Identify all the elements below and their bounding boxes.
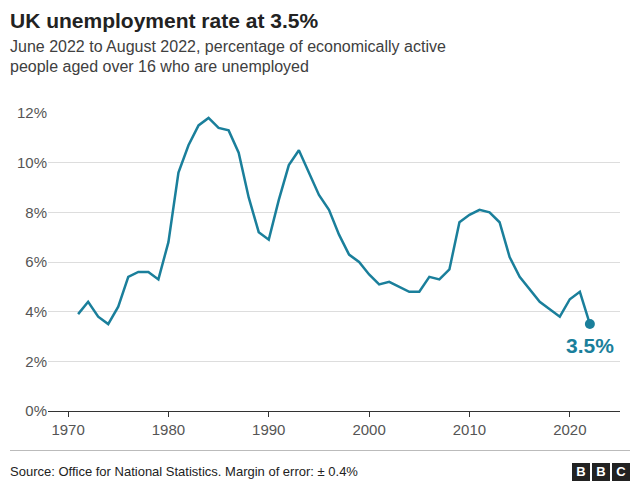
svg-text:1990: 1990 <box>252 421 285 438</box>
svg-text:4%: 4% <box>25 303 47 320</box>
svg-text:0%: 0% <box>25 402 47 419</box>
svg-text:6%: 6% <box>25 253 47 270</box>
svg-text:8%: 8% <box>25 204 47 221</box>
svg-text:2%: 2% <box>25 353 47 370</box>
svg-text:2010: 2010 <box>453 421 486 438</box>
html-text:B: B <box>576 463 586 479</box>
svg-text:12%: 12% <box>17 104 47 121</box>
html-text:B: B <box>596 463 606 479</box>
html-text:people aged over 16 who are un: people aged over 16 who are unemployed <box>10 58 309 75</box>
svg-text:2000: 2000 <box>352 421 385 438</box>
svg-text:1980: 1980 <box>152 421 185 438</box>
html-text:UK unemployment rate at 3.5%: UK unemployment rate at 3.5% <box>10 9 319 32</box>
html-text:C: C <box>616 463 626 479</box>
svg-text:10%: 10% <box>17 154 47 171</box>
svg-text:2020: 2020 <box>553 421 586 438</box>
html-text:June 2022 to August 2022, perc: June 2022 to August 2022, percentage of … <box>10 38 446 55</box>
html-text:Source: Office for National St: Source: Office for National Statistics. … <box>10 464 358 479</box>
svg-text:3.5%: 3.5% <box>566 334 614 357</box>
svg-text:1970: 1970 <box>51 421 84 438</box>
